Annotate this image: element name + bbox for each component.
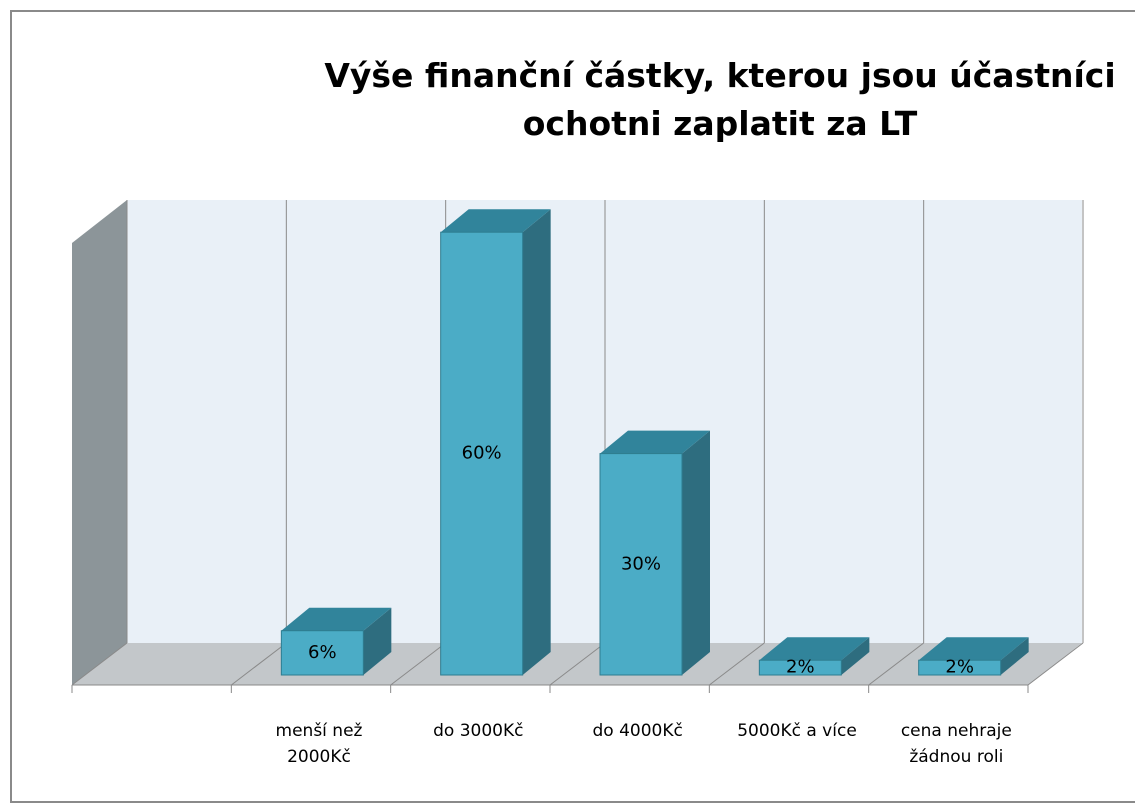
- bar: [918, 659, 1002, 676]
- bar-top: [600, 430, 710, 454]
- value-label: 30%: [621, 553, 661, 574]
- side-wall: [72, 200, 127, 685]
- bar-top: [918, 637, 1029, 661]
- bar-side: [363, 607, 392, 675]
- value-label: 2%: [945, 657, 974, 678]
- value-label: 60%: [462, 443, 502, 464]
- bar-side: [1000, 637, 1029, 675]
- bar: [758, 659, 842, 676]
- grid-line: [709, 642, 765, 686]
- bar-side: [522, 209, 551, 675]
- chart-title: Výše finanční částky, kterou jsou účastn…: [324, 56, 1116, 143]
- value-label: 6%: [308, 642, 337, 663]
- x-tick-label: cena nehraje žádnou roli: [900, 721, 1012, 767]
- x-tick-label: do 4000Kč: [592, 721, 683, 741]
- grid-line: [231, 642, 287, 686]
- bar-top: [281, 607, 392, 631]
- bar-top: [759, 637, 870, 661]
- chart-frame: [10, 10, 1135, 803]
- bar-side: [841, 637, 870, 675]
- bar-side: [682, 430, 710, 675]
- grid-line: [390, 642, 446, 686]
- x-tick-label: do 3000Kč: [433, 721, 524, 741]
- grid-line: [71, 642, 128, 686]
- bar: [440, 231, 524, 676]
- grid-line: [549, 642, 606, 686]
- bar: [599, 453, 683, 676]
- grid-line: [868, 642, 924, 686]
- grid-line: [1027, 642, 1084, 686]
- x-tick-label: menší než 2000Kč: [275, 721, 363, 767]
- value-label: 2%: [786, 657, 815, 678]
- x-tick-label: 5000Kč a více: [737, 721, 857, 741]
- bar: [280, 630, 364, 676]
- bar-top: [440, 209, 551, 233]
